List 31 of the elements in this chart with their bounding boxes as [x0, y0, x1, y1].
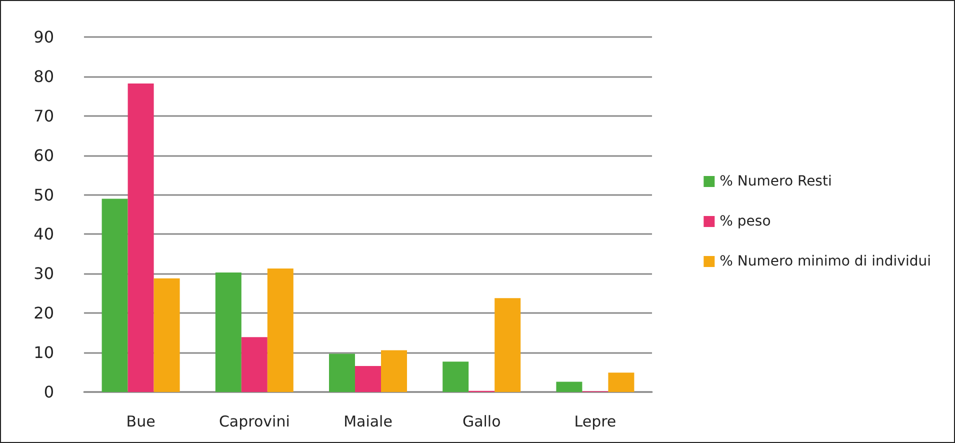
y-tick-label: 70	[34, 106, 54, 126]
y-tick-label: 90	[34, 28, 54, 46]
x-tick-label: Caprovini	[218, 412, 290, 430]
bar	[329, 354, 355, 392]
y-tick-label: 40	[34, 224, 54, 244]
bar	[128, 84, 154, 392]
y-tick-label: 10	[34, 343, 54, 362]
y-tick-label: 0	[44, 382, 54, 402]
x-tick-label: Maiale	[344, 412, 392, 430]
bar	[355, 366, 381, 392]
bar	[556, 382, 582, 392]
bar	[267, 268, 294, 392]
y-tick-label: 60	[34, 146, 54, 165]
y-tick-label: 30	[34, 264, 54, 284]
legend-label: % peso	[720, 214, 771, 230]
bar	[494, 298, 521, 392]
x-tick-label: Lepre	[574, 412, 616, 430]
y-tick-label: 50	[34, 185, 54, 204]
bar	[381, 350, 407, 392]
bar	[442, 362, 469, 392]
x-tick-label: Bue	[126, 412, 156, 430]
y-tick-label: 80	[34, 66, 54, 86]
legend-label: % Numero minimo di individui	[720, 254, 932, 270]
bar	[241, 337, 268, 392]
legend-label: % Numero Resti	[720, 174, 832, 190]
bar	[154, 278, 180, 392]
bar	[215, 272, 242, 392]
bar	[102, 198, 128, 392]
bar	[608, 372, 634, 392]
x-tick-label: Gallo	[462, 412, 501, 430]
y-tick-label: 20	[34, 304, 54, 323]
